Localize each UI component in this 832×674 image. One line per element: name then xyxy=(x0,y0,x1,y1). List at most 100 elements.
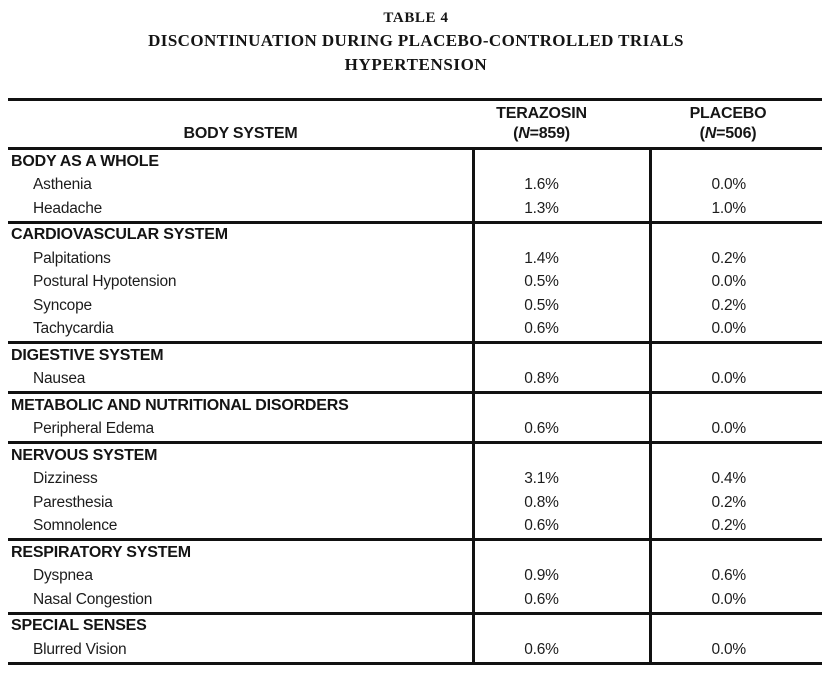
terazosin-empty-cell xyxy=(471,539,650,565)
body-system-name-cell: CARDIOVASCULAR SYSTEM xyxy=(11,226,228,244)
placebo-empty-cell xyxy=(648,442,822,468)
terazosin-value-cell: 3.1% xyxy=(471,467,650,491)
table-row: Peripheral Edema 0.6% 0.0% xyxy=(8,417,822,443)
placebo-value-cell: 0.2% xyxy=(648,491,822,515)
terazosin-name: TERAZOSIN xyxy=(496,105,587,122)
section-header-row: DIGESTIVE SYSTEM xyxy=(8,342,822,368)
terazosin-value-cell: 0.6% xyxy=(471,514,650,540)
event-label-cell: Blurred Vision xyxy=(33,640,127,658)
terazosin-n-count: (N=859) xyxy=(513,125,570,142)
placebo-value-cell: 0.2% xyxy=(648,247,822,271)
table-row: Nausea 0.8% 0.0% xyxy=(8,367,822,393)
placebo-value-cell: 0.0% xyxy=(648,417,822,443)
table-row: Tachycardia 0.6% 0.0% xyxy=(8,317,822,343)
terazosin-value-cell: 0.5% xyxy=(471,294,650,318)
header-terazosin: TERAZOSIN (N=859) xyxy=(473,100,650,149)
terazosin-value-cell: 0.6% xyxy=(471,638,650,663)
header-body-system: BODY SYSTEM xyxy=(183,125,298,142)
event-label-cell: Headache xyxy=(33,199,103,217)
terazosin-value-cell: 1.6% xyxy=(471,173,650,197)
placebo-value-cell: 0.0% xyxy=(648,317,822,343)
section-header-row: METABOLIC AND NUTRITIONAL DISORDERS xyxy=(8,392,822,418)
placebo-empty-cell xyxy=(648,613,822,638)
terazosin-value-cell: 0.6% xyxy=(471,417,650,443)
table-number: TABLE 4 xyxy=(383,10,449,26)
table-row: Nasal Congestion 0.6% 0.0% xyxy=(8,588,822,613)
terazosin-value-cell: 0.5% xyxy=(471,270,650,294)
body-system-name-cell: DIGESTIVE SYSTEM xyxy=(11,346,164,364)
placebo-value-cell: 0.2% xyxy=(648,514,822,540)
terazosin-empty-cell xyxy=(471,222,650,247)
placebo-value-cell: 0.4% xyxy=(648,467,822,491)
placebo-value-cell: 0.0% xyxy=(648,588,822,613)
event-label-cell: Nasal Congestion xyxy=(33,590,153,608)
terazosin-empty-cell xyxy=(471,613,650,638)
event-label-cell: Tachycardia xyxy=(33,320,114,338)
terazosin-value-cell: 0.6% xyxy=(471,317,650,343)
body-system-name-cell: METABOLIC AND NUTRITIONAL DISORDERS xyxy=(11,396,349,414)
table-title: DISCONTINUATION DURING PLACEBO-CONTROLLE… xyxy=(148,31,684,50)
terazosin-value-cell: 0.9% xyxy=(471,564,650,588)
placebo-empty-cell xyxy=(648,539,822,565)
table-row: Dizziness 3.1% 0.4% xyxy=(8,467,822,491)
title-block: TABLE 4 DISCONTINUATION DURING PLACEBO-C… xyxy=(0,0,832,77)
terazosin-empty-cell xyxy=(471,392,650,418)
placebo-value-cell: 0.0% xyxy=(648,367,822,393)
table-condition: HYPERTENSION xyxy=(344,55,488,74)
section-header-row: BODY AS A WHOLE xyxy=(8,148,822,174)
terazosin-value-cell: 1.4% xyxy=(471,247,650,271)
section-header-row: NERVOUS SYSTEM xyxy=(8,442,822,468)
placebo-value-cell: 0.6% xyxy=(648,564,822,588)
terazosin-empty-cell xyxy=(471,148,650,174)
body-system-name-cell: NERVOUS SYSTEM xyxy=(11,446,158,464)
body-system-name-cell: SPECIAL SENSES xyxy=(11,617,147,635)
event-label-cell: Dizziness xyxy=(33,470,98,488)
body-system-name-cell: RESPIRATORY SYSTEM xyxy=(11,543,191,561)
table-row: Somnolence 0.6% 0.2% xyxy=(8,514,822,540)
table-row: Palpitations 1.4% 0.2% xyxy=(8,247,822,271)
table-row: Postural Hypotension 0.5% 0.0% xyxy=(8,270,822,294)
section-header-row: RESPIRATORY SYSTEM xyxy=(8,539,822,565)
terazosin-value-cell: 0.8% xyxy=(471,367,650,393)
placebo-name: PLACEBO xyxy=(689,105,767,122)
placebo-value-cell: 0.0% xyxy=(648,173,822,197)
placebo-value-cell: 0.2% xyxy=(648,294,822,318)
placebo-n-count: (N=506) xyxy=(699,125,757,142)
placebo-empty-cell xyxy=(648,148,822,174)
table-row: Headache 1.3% 1.0% xyxy=(8,197,822,222)
discontinuation-table: BODY SYSTEM TERAZOSIN (N=859) PLACEBO (N… xyxy=(8,98,822,665)
event-label-cell: Syncope xyxy=(33,296,92,314)
event-label-cell: Palpitations xyxy=(33,249,111,267)
placebo-empty-cell xyxy=(648,222,822,247)
event-label-cell: Somnolence xyxy=(33,517,118,535)
terazosin-value-cell: 0.8% xyxy=(471,491,650,515)
table-body: BODY AS A WHOLE Asthenia 1.6% 0.0% Headache 1… xyxy=(8,148,822,663)
event-label-cell: Dyspnea xyxy=(33,567,93,585)
terazosin-value-cell: 0.6% xyxy=(471,588,650,613)
header-row: BODY SYSTEM TERAZOSIN (N=859) PLACEBO (N… xyxy=(8,100,822,149)
event-label-cell: Asthenia xyxy=(33,176,92,194)
event-label-cell: Paresthesia xyxy=(33,493,113,511)
terazosin-empty-cell xyxy=(471,342,650,368)
placebo-empty-cell xyxy=(648,392,822,418)
table-header: BODY SYSTEM TERAZOSIN (N=859) PLACEBO (N… xyxy=(8,100,822,149)
body-system-name-cell: BODY AS A WHOLE xyxy=(11,152,159,170)
event-label-cell: Nausea xyxy=(33,370,86,388)
terazosin-value-cell: 1.3% xyxy=(471,197,650,222)
event-label-cell: Peripheral Edema xyxy=(33,420,154,438)
section-header-row: CARDIOVASCULAR SYSTEM xyxy=(8,222,822,247)
terazosin-empty-cell xyxy=(471,442,650,468)
section-header-row: SPECIAL SENSES xyxy=(8,613,822,638)
event-label-cell: Postural Hypotension xyxy=(33,273,177,291)
table-row: Asthenia 1.6% 0.0% xyxy=(8,173,822,197)
table-row: Blurred Vision 0.6% 0.0% xyxy=(8,638,822,663)
placebo-value-cell: 0.0% xyxy=(648,270,822,294)
table-row: Paresthesia 0.8% 0.2% xyxy=(8,491,822,515)
placebo-empty-cell xyxy=(648,342,822,368)
header-placebo: PLACEBO (N=506) xyxy=(650,100,822,149)
placebo-value-cell: 1.0% xyxy=(648,197,822,222)
table-row: Dyspnea 0.9% 0.6% xyxy=(8,564,822,588)
table-row: Syncope 0.5% 0.2% xyxy=(8,294,822,318)
placebo-value-cell: 0.0% xyxy=(648,638,822,663)
